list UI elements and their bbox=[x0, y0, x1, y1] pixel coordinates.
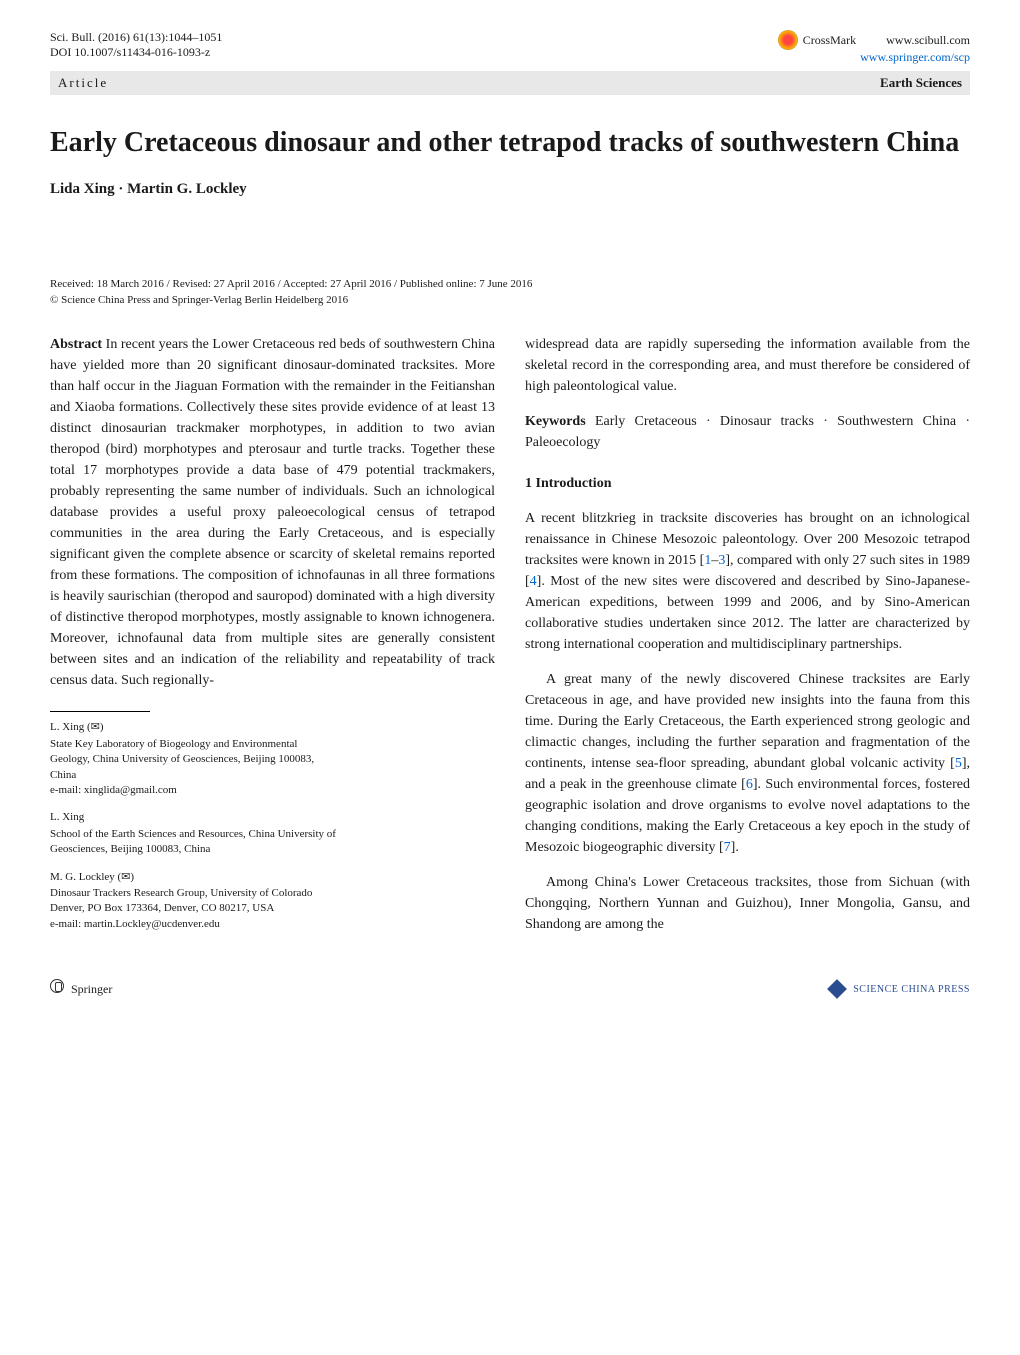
keywords-label: Keywords bbox=[525, 414, 586, 429]
abstract-text: In recent years the Lower Cretaceous red… bbox=[50, 337, 495, 688]
crossmark-label[interactable]: CrossMark bbox=[803, 33, 856, 48]
p2d: ]. bbox=[731, 840, 739, 855]
abstract-continuation: widespread data are rapidly superseding … bbox=[525, 334, 970, 397]
affil-3-line: Denver, PO Box 173364, Denver, CO 80217,… bbox=[50, 901, 495, 916]
keywords-text: Early Cretaceous · Dinosaur tracks · Sou… bbox=[525, 414, 970, 450]
crossmark-icon[interactable] bbox=[778, 30, 798, 50]
scp-footer: SCIENCE CHINA PRESS bbox=[830, 981, 970, 996]
p1d: ]. Most of the new sites were discovered… bbox=[525, 574, 970, 652]
article-type: Article bbox=[58, 75, 108, 91]
springer-label: Springer bbox=[71, 982, 112, 996]
journal-citation: Sci. Bull. (2016) 61(13):1044–1051 bbox=[50, 30, 222, 45]
scp-label: SCIENCE CHINA PRESS bbox=[853, 984, 970, 995]
p2a: A great many of the newly discovered Chi… bbox=[525, 672, 970, 771]
intro-p2: A great many of the newly discovered Chi… bbox=[525, 669, 970, 858]
scp-icon bbox=[827, 979, 847, 999]
affil-3-email: e-mail: martin.Lockley@ucdenver.edu bbox=[50, 917, 495, 932]
paper-title: Early Cretaceous dinosaur and other tetr… bbox=[50, 125, 970, 161]
affil-3-line: Dinosaur Trackers Research Group, Univer… bbox=[50, 886, 495, 901]
section-name: Earth Sciences bbox=[880, 75, 962, 91]
affil-1-name: L. Xing (✉) bbox=[50, 720, 495, 735]
springer-footer: Springer bbox=[50, 979, 112, 997]
affil-2-line: School of the Earth Sciences and Resourc… bbox=[50, 827, 495, 842]
affil-2-line: Geosciences, Beijing 100083, China bbox=[50, 842, 495, 857]
affil-1-line: China bbox=[50, 768, 495, 783]
affil-1-email: e-mail: xinglida@gmail.com bbox=[50, 783, 495, 798]
affil-3-name: M. G. Lockley (✉) bbox=[50, 870, 495, 885]
copyright: © Science China Press and Springer-Verla… bbox=[50, 294, 970, 306]
abstract: Abstract In recent years the Lower Creta… bbox=[50, 334, 495, 691]
site-url: www.scibull.com bbox=[886, 33, 970, 48]
intro-p1: A recent blitzkrieg in tracksite discove… bbox=[525, 508, 970, 655]
authors: Lida Xing · Martin G. Lockley bbox=[50, 181, 970, 198]
dates: Received: 18 March 2016 / Revised: 27 Ap… bbox=[50, 278, 970, 290]
affil-1-line: Geology, China University of Geosciences… bbox=[50, 752, 495, 767]
affil-2-name: L. Xing bbox=[50, 810, 495, 825]
intro-heading: 1 Introduction bbox=[525, 473, 970, 494]
ref-7[interactable]: 7 bbox=[724, 840, 731, 855]
abstract-label: Abstract bbox=[50, 337, 102, 352]
springer-icon bbox=[50, 979, 64, 993]
keywords: Keywords Early Cretaceous · Dinosaur tra… bbox=[525, 411, 970, 453]
ref-4[interactable]: 4 bbox=[530, 574, 537, 589]
affil-separator bbox=[50, 711, 150, 712]
intro-p3: Among China's Lower Cretaceous tracksite… bbox=[525, 872, 970, 935]
ref-5[interactable]: 5 bbox=[955, 756, 962, 771]
doi: DOI 10.1007/s11434-016-1093-z bbox=[50, 45, 222, 60]
ref-6[interactable]: 6 bbox=[746, 777, 753, 792]
springer-link[interactable]: www.springer.com/scp bbox=[860, 50, 970, 64]
affil-1-line: State Key Laboratory of Biogeology and E… bbox=[50, 737, 495, 752]
